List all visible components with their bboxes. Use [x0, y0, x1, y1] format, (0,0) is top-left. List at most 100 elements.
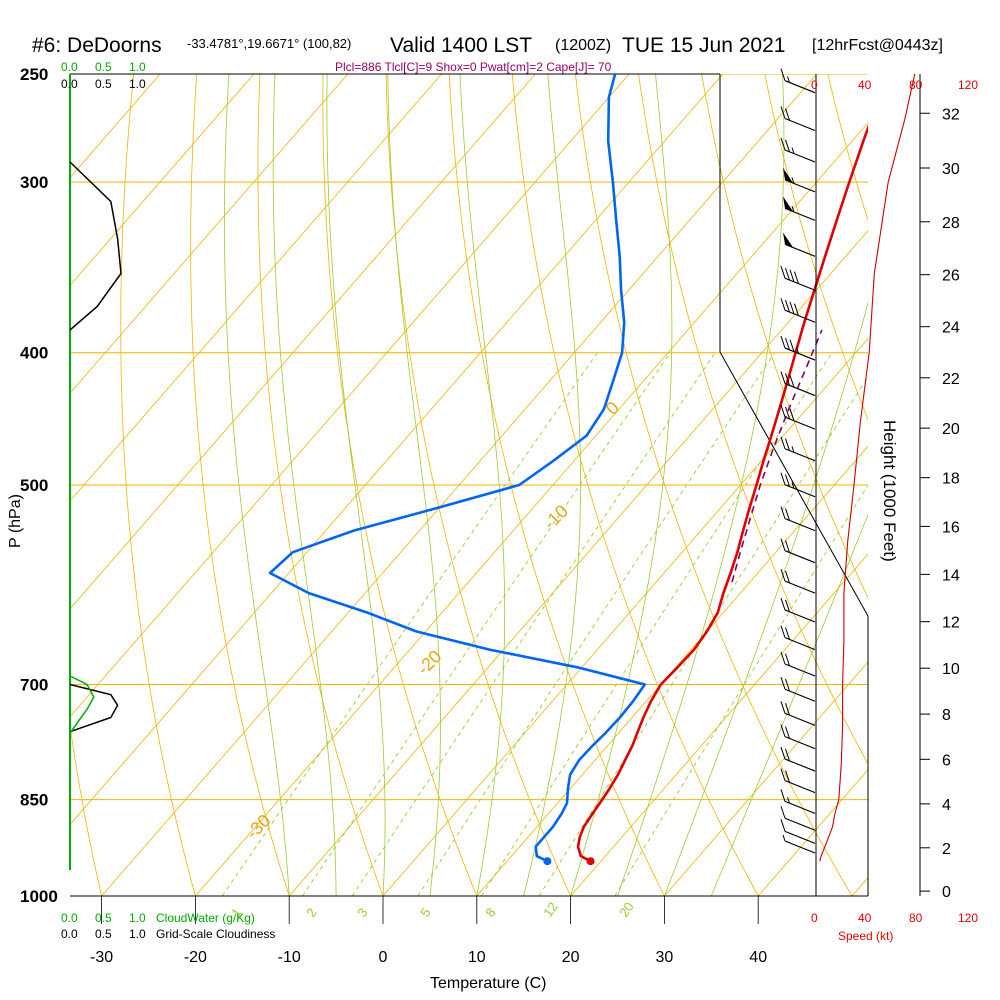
adiabat-label: -20 — [413, 646, 446, 679]
height-tick-label: 32 — [942, 106, 960, 123]
speed-top-tick-0: 0 — [811, 78, 818, 92]
parcel-profile — [731, 329, 823, 583]
wind-barb-full — [780, 371, 786, 384]
wind-barb-full — [785, 139, 790, 152]
wind-barb-staff — [784, 243, 816, 257]
wind-barb-staff — [784, 840, 816, 854]
wind-barb-staff — [784, 800, 816, 814]
isotherm — [70, 74, 630, 718]
isotherm — [70, 74, 536, 610]
wind-barb-half — [791, 147, 795, 154]
temperature-tick-label: -30 — [90, 949, 113, 966]
height-tick-label: 8 — [942, 707, 951, 724]
height-tick-label: 24 — [942, 320, 960, 337]
wind-barb-full — [780, 137, 786, 151]
wind-barb-full — [789, 301, 795, 315]
height-tick-label: 4 — [942, 797, 951, 814]
height-tick-label: 22 — [942, 371, 960, 388]
wind-barb-staff — [784, 118, 816, 132]
wind-barb — [780, 597, 816, 623]
isotherm — [570, 553, 868, 896]
wind-barb-staff — [784, 179, 816, 193]
wind-barb-staff — [784, 550, 816, 564]
wind-barb-flag — [783, 232, 793, 248]
dry-adiabat — [574, 74, 853, 896]
mixing-ratio-label: 8 — [482, 905, 498, 920]
wind-barb-half — [782, 834, 786, 842]
wind-barb-full — [780, 106, 786, 119]
wind-barb-full — [785, 726, 790, 739]
wind-barb — [780, 789, 816, 814]
wind-barb-full — [780, 538, 786, 551]
wind-barb-staff — [784, 149, 816, 163]
wind-barb-full — [794, 271, 799, 284]
wind-barb-full — [785, 108, 790, 121]
wind-barb-staff — [784, 817, 816, 831]
temperature-tick-label: 10 — [468, 949, 486, 966]
plot-frame — [69, 73, 869, 897]
speed-top-tick-3: 120 — [958, 78, 978, 92]
wind-barb-staff — [784, 830, 816, 844]
isotherm — [851, 876, 868, 896]
wind-barb — [780, 768, 816, 794]
wind-barb-full — [785, 599, 790, 612]
isotherm — [194, 122, 868, 896]
wind-barb-full — [780, 768, 786, 781]
wind-barb-half — [787, 797, 790, 804]
wind-barb — [780, 335, 816, 361]
wind-barb — [780, 68, 816, 94]
height-tick-label: 30 — [942, 161, 960, 178]
wind-barb — [780, 538, 816, 564]
isotherm — [101, 74, 818, 896]
moist-adiabat — [326, 74, 386, 896]
wind-barb — [780, 625, 816, 651]
wind-speed-line — [819, 73, 916, 862]
pressure-tick-label: 850 — [20, 791, 48, 810]
dry-adiabat — [764, 74, 868, 421]
temperature-tick-label: 40 — [749, 949, 767, 966]
wind-barb-full — [789, 339, 795, 352]
height-tick-label: 20 — [942, 421, 960, 438]
forecast-info: [12hrFcst@0443z] — [812, 37, 943, 54]
wind-barb-full — [785, 406, 790, 420]
pressure-tick-label: 700 — [20, 676, 48, 695]
wind-barb — [780, 651, 816, 677]
wind-barb-staff — [784, 277, 816, 291]
mixing-ratio-line — [417, 352, 775, 896]
isotherm — [70, 74, 255, 287]
isotherm — [476, 445, 868, 896]
surface-temperature — [586, 857, 595, 866]
valid-time: Valid 1400 LST — [390, 34, 532, 57]
wind-barb-flag — [783, 196, 793, 212]
wind-barb-full — [785, 373, 790, 386]
mixing-ratio-line — [302, 352, 671, 896]
speed-bottom-tick-3: 120 — [958, 911, 978, 925]
wind-barb-full — [780, 701, 786, 714]
wind-barb-full — [780, 68, 786, 81]
wind-barb-full — [785, 508, 790, 521]
temperature-tick-label: 0 — [379, 949, 388, 966]
wind-barb-staff — [784, 736, 816, 750]
wind-barb-staff — [784, 518, 816, 532]
mixing-ratio-line — [481, 352, 833, 896]
temperature-tick-label: 20 — [562, 949, 580, 966]
speed-top-tick-1: 40 — [858, 78, 872, 92]
wind-barb-full — [785, 474, 790, 487]
wind-barb — [780, 506, 816, 532]
wind-barb-staff — [784, 609, 816, 623]
bottom-green-tick-2: 1.0 — [129, 911, 146, 925]
bottom-black-tick-1: 0.5 — [95, 927, 112, 941]
wind-barb-full — [780, 819, 786, 832]
wind-barb-staff — [784, 663, 816, 677]
parcel-params: Plcl=886 Tlcl[C]=9 Shox=0 Pwat[cm]=2 Cap… — [335, 60, 612, 74]
moist-adiabat — [523, 74, 581, 896]
zulu-time: (1200Z) — [555, 37, 611, 54]
wind-barb-half — [791, 446, 795, 453]
wind-barb-staff — [784, 80, 816, 94]
dry-adiabat — [385, 74, 572, 896]
wind-barb-full — [780, 335, 786, 349]
dry-adiabat — [322, 74, 478, 896]
wind-barb-full — [785, 770, 790, 783]
dewpoint-profile — [268, 74, 647, 863]
wind-barb-full — [785, 438, 790, 451]
